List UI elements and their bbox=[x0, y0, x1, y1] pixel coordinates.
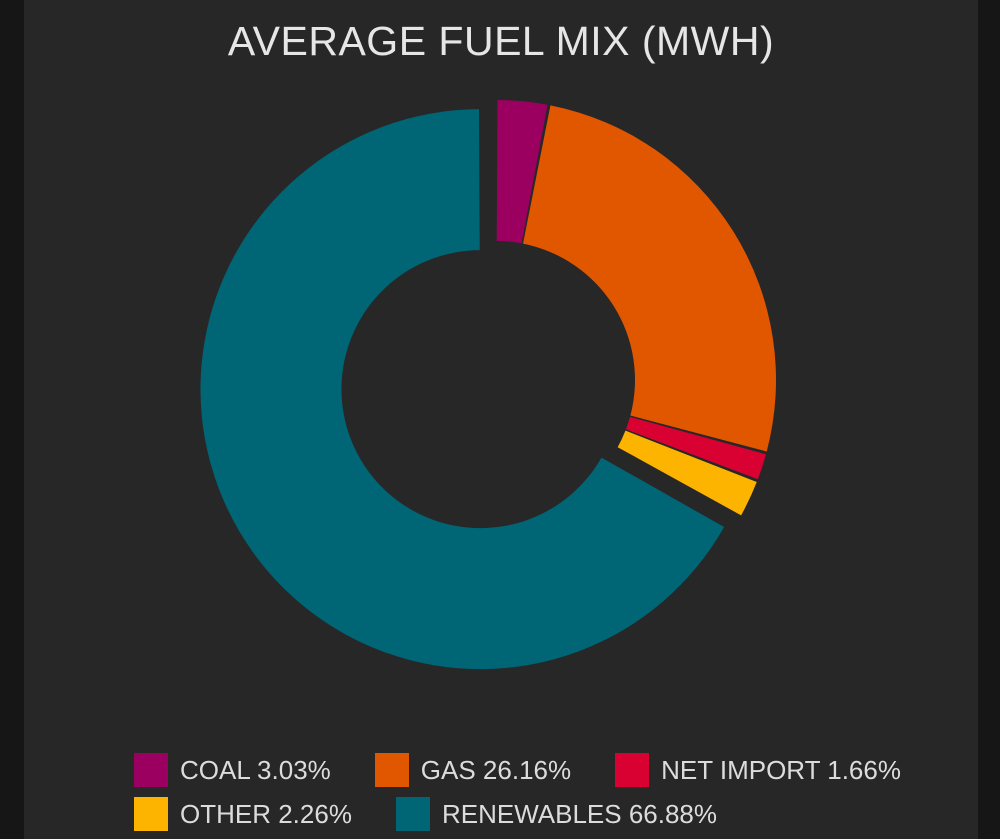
legend-swatch-renewables bbox=[395, 797, 430, 831]
legend-item-net-import[interactable]: NET IMPORT 1.66% bbox=[615, 753, 901, 787]
legend-row-1: COAL 3.03% GAS 26.16% NET IMPORT 1.66% bbox=[134, 748, 934, 792]
legend-row-2: OTHER 2.26% RENEWABLES 66.88% bbox=[134, 792, 934, 836]
legend-item-renewables[interactable]: RENEWABLES 66.88% bbox=[395, 797, 717, 831]
legend-item-coal[interactable]: COAL 3.03% bbox=[134, 753, 331, 787]
donut-slice-net-import[interactable] bbox=[625, 416, 766, 480]
legend-label-gas: GAS 26.16% bbox=[420, 754, 572, 785]
legend-swatch-coal bbox=[134, 753, 168, 787]
legend-swatch-net-import bbox=[615, 753, 650, 787]
chart-legend: COAL 3.03% GAS 26.16% NET IMPORT 1.66% O… bbox=[134, 748, 934, 836]
donut-slice-renewables[interactable] bbox=[200, 109, 725, 670]
right-edge-bar bbox=[978, 0, 1000, 839]
legend-label-net-import: NET IMPORT 1.66% bbox=[661, 754, 901, 785]
legend-swatch-other bbox=[134, 797, 168, 831]
left-edge-bar bbox=[0, 0, 24, 839]
chart-title: AVERAGE FUEL MIX (MWH) bbox=[227, 18, 775, 64]
legend-label-coal: COAL 3.03% bbox=[180, 754, 331, 785]
legend-swatch-gas bbox=[374, 753, 409, 787]
donut-slice-gas[interactable] bbox=[523, 105, 776, 452]
donut-chart bbox=[200, 100, 776, 670]
chart-panel: AVERAGE FUEL MIX (MWH) COAL 3.03% GAS 26… bbox=[24, 0, 978, 839]
legend-item-gas[interactable]: GAS 26.16% bbox=[374, 753, 572, 787]
donut-slice-other[interactable] bbox=[617, 430, 757, 516]
legend-item-other[interactable]: OTHER 2.26% bbox=[134, 797, 352, 831]
legend-label-renewables: RENEWABLES 66.88% bbox=[441, 798, 717, 829]
donut-slice-coal[interactable] bbox=[496, 100, 548, 244]
legend-label-other: OTHER 2.26% bbox=[180, 798, 352, 829]
